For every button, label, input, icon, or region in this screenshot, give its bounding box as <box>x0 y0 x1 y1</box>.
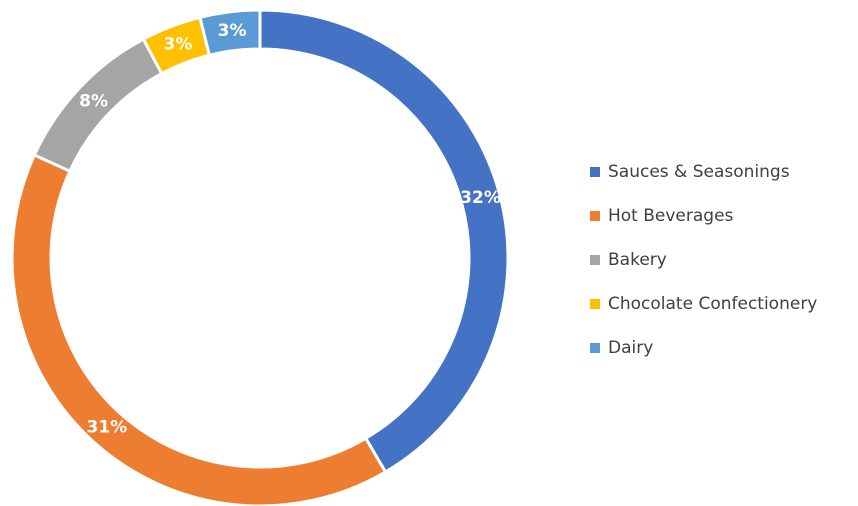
slice-hot-beverages <box>10 152 388 506</box>
legend-label-dairy: Dairy <box>608 338 653 358</box>
chart-slice-labels: 32% 31% 8% 3% 3% <box>79 21 501 437</box>
legend-swatch-bakery <box>590 255 600 265</box>
legend-swatch-sauces-and-seasonings <box>590 167 600 177</box>
slice-label-hot-beverages: 31% <box>87 418 128 438</box>
legend-swatch-chocolate-confectionery <box>590 299 600 309</box>
chart-legend: Sauces & Seasonings Hot Beverages Bakery Ch… <box>590 162 817 358</box>
slice-dairy <box>198 8 262 58</box>
legend-label-bakery: Bakery <box>608 250 667 270</box>
slice-label-chocolate-confectionery: 3% <box>164 35 193 55</box>
slice-label-sauces-and-seasonings: 32% <box>460 188 501 208</box>
legend-label-sauces-and-seasonings: Sauces & Seasonings <box>608 162 790 182</box>
legend-label-hot-beverages: Hot Beverages <box>608 206 734 226</box>
slice-label-dairy: 3% <box>218 21 247 41</box>
slice-sauces-and-seasonings <box>258 8 510 474</box>
legend-swatch-dairy <box>590 343 600 353</box>
chart-slices <box>10 8 510 506</box>
slice-label-bakery: 8% <box>79 91 108 111</box>
legend-label-chocolate-confectionery: Chocolate Confectionery <box>608 294 817 314</box>
legend-swatch-hot-beverages <box>590 211 600 221</box>
